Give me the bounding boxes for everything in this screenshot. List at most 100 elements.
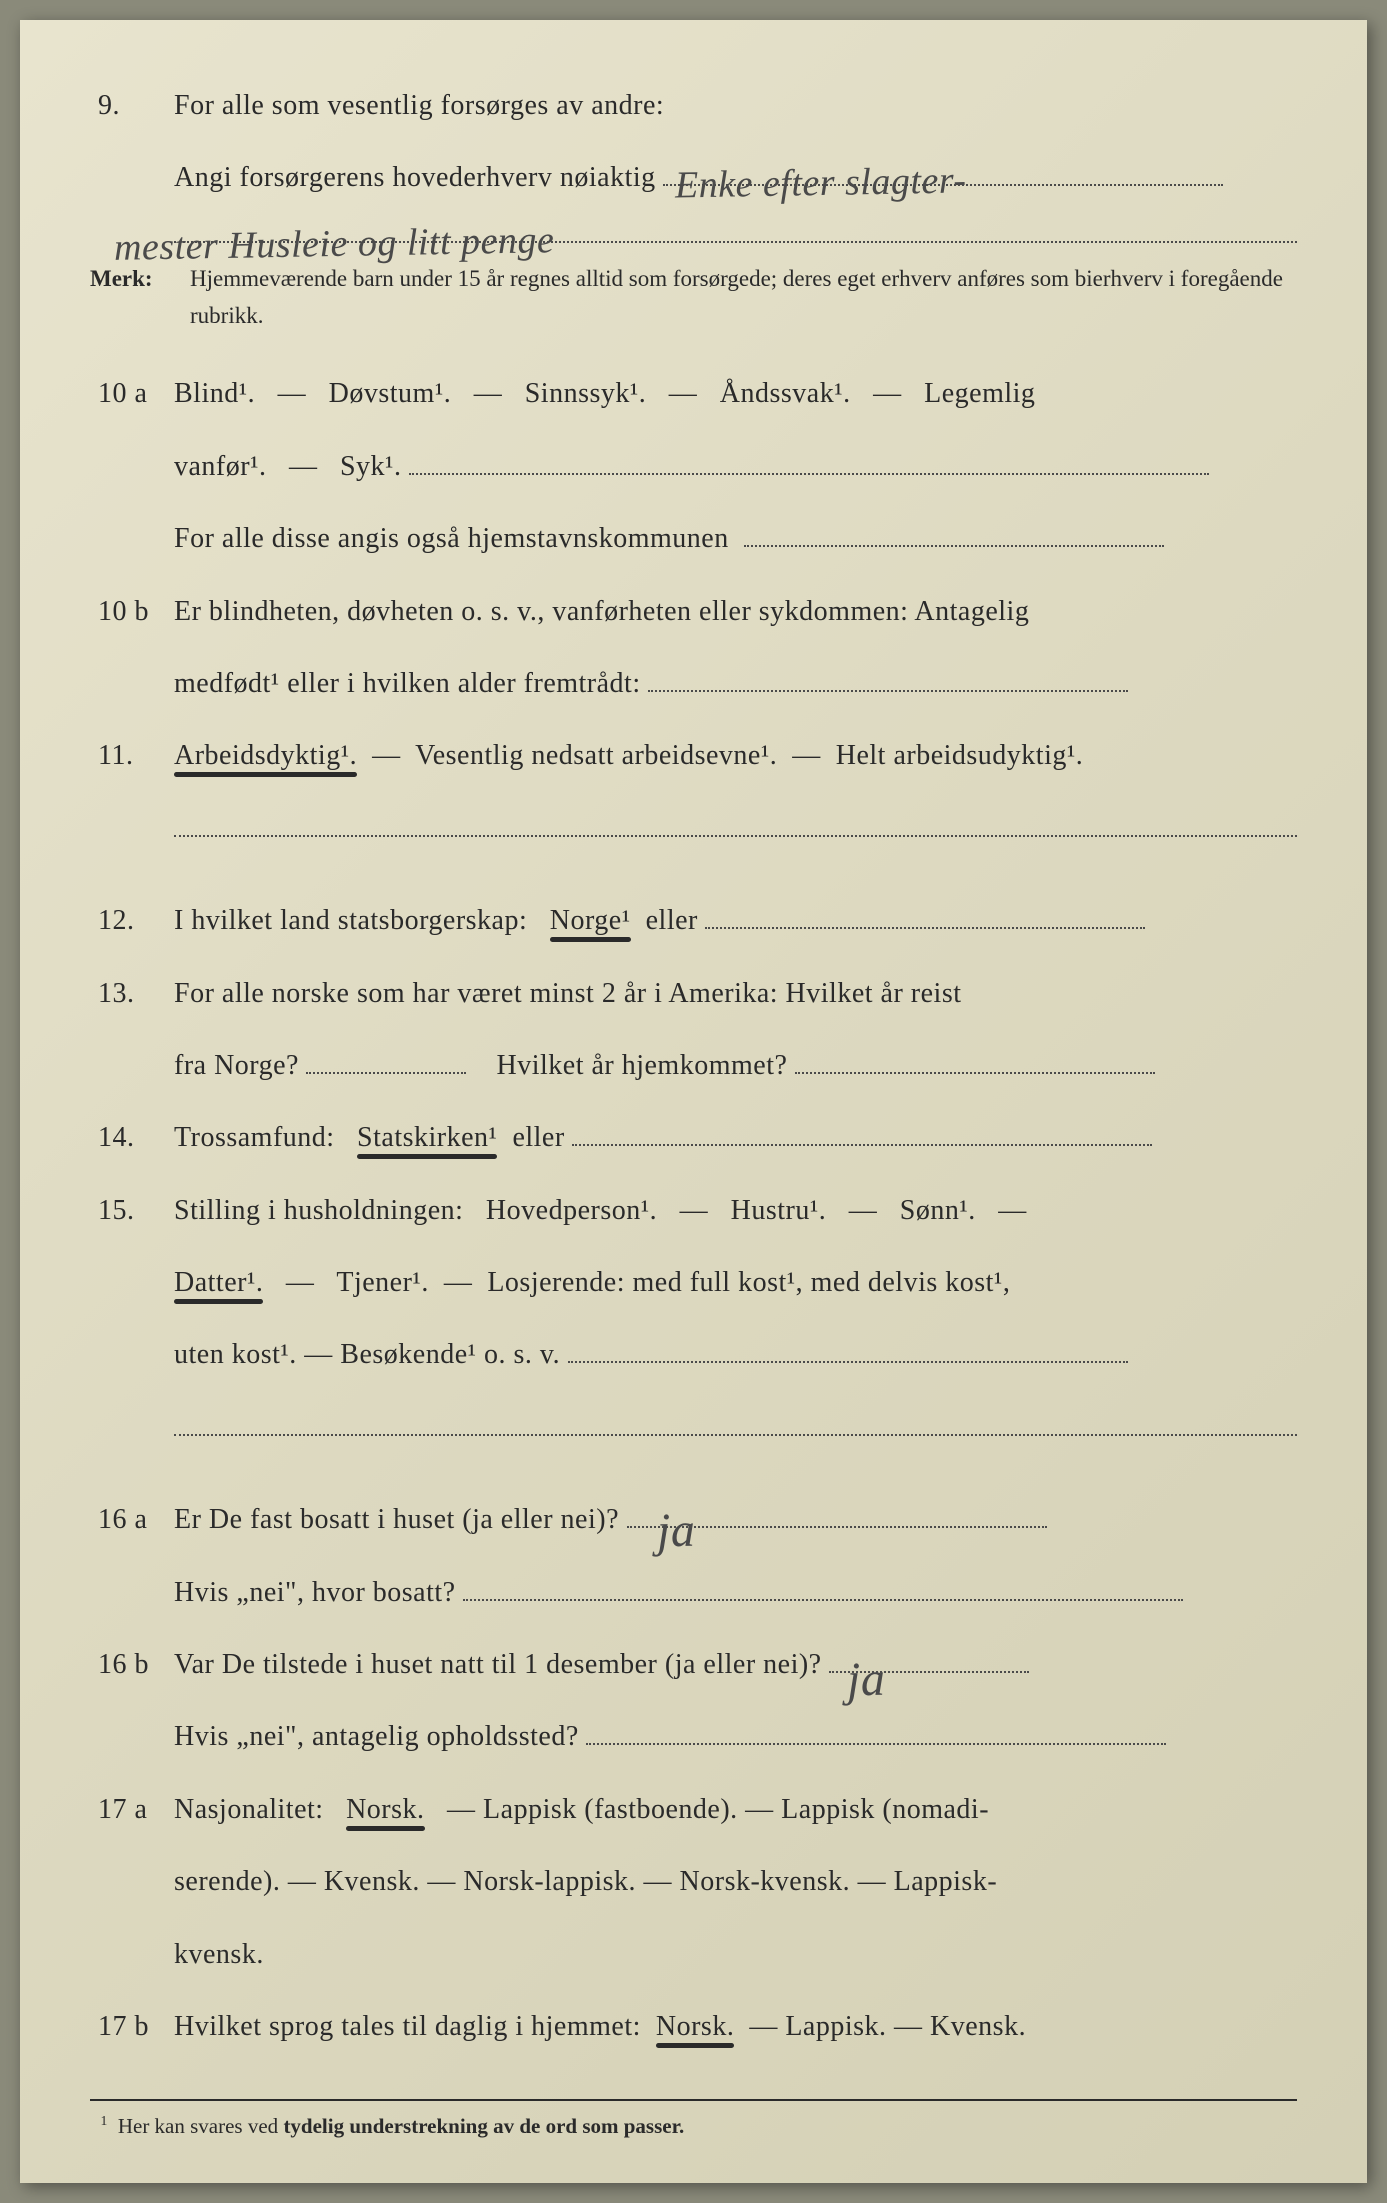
q16b-row2: Hvis „nei", antagelig opholdssted? (90, 1705, 1297, 1769)
q17a-row1: 17 a Nasjonalitet: Norsk. — Lappisk (fas… (90, 1778, 1297, 1842)
opt-hustru: Hustru¹. (731, 1195, 827, 1226)
q17b-rest: — Lappisk. — Kvensk. (749, 2011, 1026, 2042)
q16b-row1: 16 b Var De tilstede i huset natt til 1 … (90, 1633, 1297, 1697)
q10a-blank (409, 447, 1209, 475)
q16a-blank2 (463, 1573, 1183, 1601)
opt-tjener: Tjener¹. (336, 1267, 428, 1298)
opt-sinnssyk: Sinnssyk¹. (525, 378, 647, 409)
q17a-row3: kvensk. (90, 1923, 1297, 1987)
q17b-pre: Hvilket sprog tales til daglig i hjemmet… (174, 2011, 641, 2042)
q10a-number: 10 a (90, 362, 174, 426)
q14-post: eller (512, 1122, 564, 1153)
q17a-rest1: — Lappisk (fastboende). — Lappisk (nomad… (447, 1794, 989, 1825)
q9-row1: 9. For alle som vesentlig forsørges av a… (90, 74, 1297, 138)
q16b-blank1: ja (829, 1645, 1029, 1673)
q10b-row2: medfødt¹ eller i hvilken alder fremtrådt… (90, 652, 1297, 716)
q15-blank (568, 1335, 1128, 1363)
footnote-marker: 1 (101, 2113, 108, 2128)
q15-number: 15. (90, 1179, 174, 1243)
opt-losjerende: Losjerende: med full kost¹, med delvis k… (487, 1267, 1010, 1298)
q12-pre: I hvilket land statsborgerskap: (174, 905, 527, 936)
footnote: 1 Her kan svares ved tydelig understrekn… (90, 2111, 1297, 2143)
opt-dovstum: Døvstum¹. (329, 378, 452, 409)
q12-row: 12. I hvilket land statsborgerskap: Norg… (90, 889, 1297, 953)
q10b-blank (648, 664, 1128, 692)
q15-pre: Stilling i husholdningen: (174, 1195, 463, 1226)
q17a-number: 17 a (90, 1778, 174, 1842)
footnote-text-a: Her kan svares ved (118, 2114, 284, 2138)
q16b-number: 16 b (90, 1633, 174, 1697)
opt-sprog-norsk: Norsk. (656, 2011, 734, 2042)
opt-nasj-norsk: Norsk. (346, 1794, 424, 1825)
q10a-hjemstavn: For alle disse angis også hjemstavnskomm… (174, 523, 729, 554)
q16a-row1: 16 a Er De fast bosatt i huset (ja eller… (90, 1488, 1297, 1552)
q9-handwritten2: mester Husleie og litt penge (113, 197, 555, 292)
opt-vanfor: vanfør¹. (174, 451, 266, 482)
q15-row3: uten kost¹. — Besøkende¹ o. s. v. (90, 1323, 1297, 1387)
q10a-options: Blind¹. — Døvstum¹. — Sinnssyk¹. — Åndss… (174, 362, 1297, 426)
q10b-number: 10 b (90, 580, 174, 644)
q9-row3: mester Husleie og litt penge (90, 215, 1297, 243)
q11-row: 11. Arbeidsdyktig¹. — Vesentlig nedsatt … (90, 724, 1297, 788)
q13-row1: 13. For alle norske som har været minst … (90, 962, 1297, 1026)
q13-blank1 (306, 1046, 466, 1074)
q15-line3: uten kost¹. — Besøkende¹ o. s. v. (174, 1339, 560, 1370)
q9-blank1: Enke efter slagter- (663, 158, 1223, 186)
opt-statskirken: Statskirken¹ (357, 1122, 497, 1153)
q13-text1: For alle norske som har været minst 2 år… (174, 962, 1297, 1026)
q10a-row2: vanfør¹. — Syk¹. (90, 435, 1297, 499)
q10b-text1: Er blindheten, døvheten o. s. v., vanfør… (174, 580, 1297, 644)
q9-number: 9. (90, 74, 174, 138)
opt-blind: Blind¹. (174, 378, 255, 409)
q12-number: 12. (90, 889, 174, 953)
q9-prompt: Angi forsørgerens hovederhverv nøiaktig (174, 162, 656, 193)
q13-number: 13. (90, 962, 174, 1026)
q9-text1: For alle som vesentlig forsørges av andr… (174, 74, 1297, 138)
q15-row2: Datter¹. — Tjener¹. — Losjerende: med fu… (90, 1251, 1297, 1315)
q13-row2: fra Norge? Hvilket år hjemkommet? (90, 1034, 1297, 1098)
q13-fra-norge: fra Norge? (174, 1050, 299, 1081)
opt-hovedperson: Hovedperson¹. (486, 1195, 657, 1226)
q14-blank (572, 1118, 1152, 1146)
opt-andssvak: Åndssvak¹. (720, 378, 851, 409)
opt-norge: Norge¹ (550, 905, 631, 936)
footnote-separator: 1 Her kan svares ved tydelig understrekn… (90, 2099, 1297, 2143)
q12-post: eller (646, 905, 698, 936)
q17b-row: 17 b Hvilket sprog tales til daglig i hj… (90, 1995, 1297, 2059)
q16b-blank2 (586, 1717, 1166, 1745)
q12-blank (705, 901, 1145, 929)
q10b-text2: medfødt¹ eller i hvilken alder fremtrådt… (174, 668, 641, 699)
opt-datter: Datter¹. (174, 1267, 263, 1298)
q11-number: 11. (90, 724, 174, 788)
q10a-blank2 (744, 519, 1164, 547)
q17a-line3: kvensk. (174, 1923, 1297, 1987)
q13-hjemkommet: Hvilket år hjemkommet? (496, 1050, 787, 1081)
q16a-number: 16 a (90, 1488, 174, 1552)
opt-syk: Syk¹. (340, 451, 401, 482)
footnote-text-b: tydelig understrekning av de ord som pas… (283, 2114, 684, 2138)
q16a-row2: Hvis „nei", hvor bosatt? (90, 1561, 1297, 1625)
q17a-row2: serende). — Kvensk. — Norsk-lappisk. — N… (90, 1850, 1297, 1914)
q11-blank (174, 803, 1297, 837)
q9-blank2: mester Husleie og litt penge (174, 215, 1297, 243)
q10a-row3: For alle disse angis også hjemstavnskomm… (90, 507, 1297, 571)
q14-number: 14. (90, 1106, 174, 1170)
q10b-row1: 10 b Er blindheten, døvheten o. s. v., v… (90, 580, 1297, 644)
q17a-pre: Nasjonalitet: (174, 1794, 324, 1825)
q16a-text2: Hvis „nei", hvor bosatt? (174, 1577, 456, 1608)
q16b-text: Var De tilstede i huset natt til 1 desem… (174, 1649, 822, 1680)
q10a-row1: 10 a Blind¹. — Døvstum¹. — Sinnssyk¹. — … (90, 362, 1297, 426)
q15-blank2 (174, 1402, 1297, 1436)
q15-row1: 15. Stilling i husholdningen: Hovedperso… (90, 1179, 1297, 1243)
opt-udyktig: Helt arbeidsudyktig¹. (836, 740, 1084, 771)
q17a-line2: serende). — Kvensk. — Norsk-lappisk. — N… (174, 1850, 1297, 1914)
opt-nedsatt: Vesentlig nedsatt arbeidsevne¹. (415, 740, 777, 771)
opt-legemlig: Legemlig (924, 378, 1035, 409)
q14-pre: Trossamfund: (174, 1122, 335, 1153)
opt-sonn: Sønn¹. (900, 1195, 976, 1226)
q11-blank-row (90, 797, 1297, 861)
q16a-text: Er De fast bosatt i huset (ja eller nei)… (174, 1504, 619, 1535)
q14-row: 14. Trossamfund: Statskirken¹ eller (90, 1106, 1297, 1170)
census-form-page: 9. For alle som vesentlig forsørges av a… (20, 20, 1367, 2183)
q16b-text2: Hvis „nei", antagelig opholdssted? (174, 1721, 579, 1752)
